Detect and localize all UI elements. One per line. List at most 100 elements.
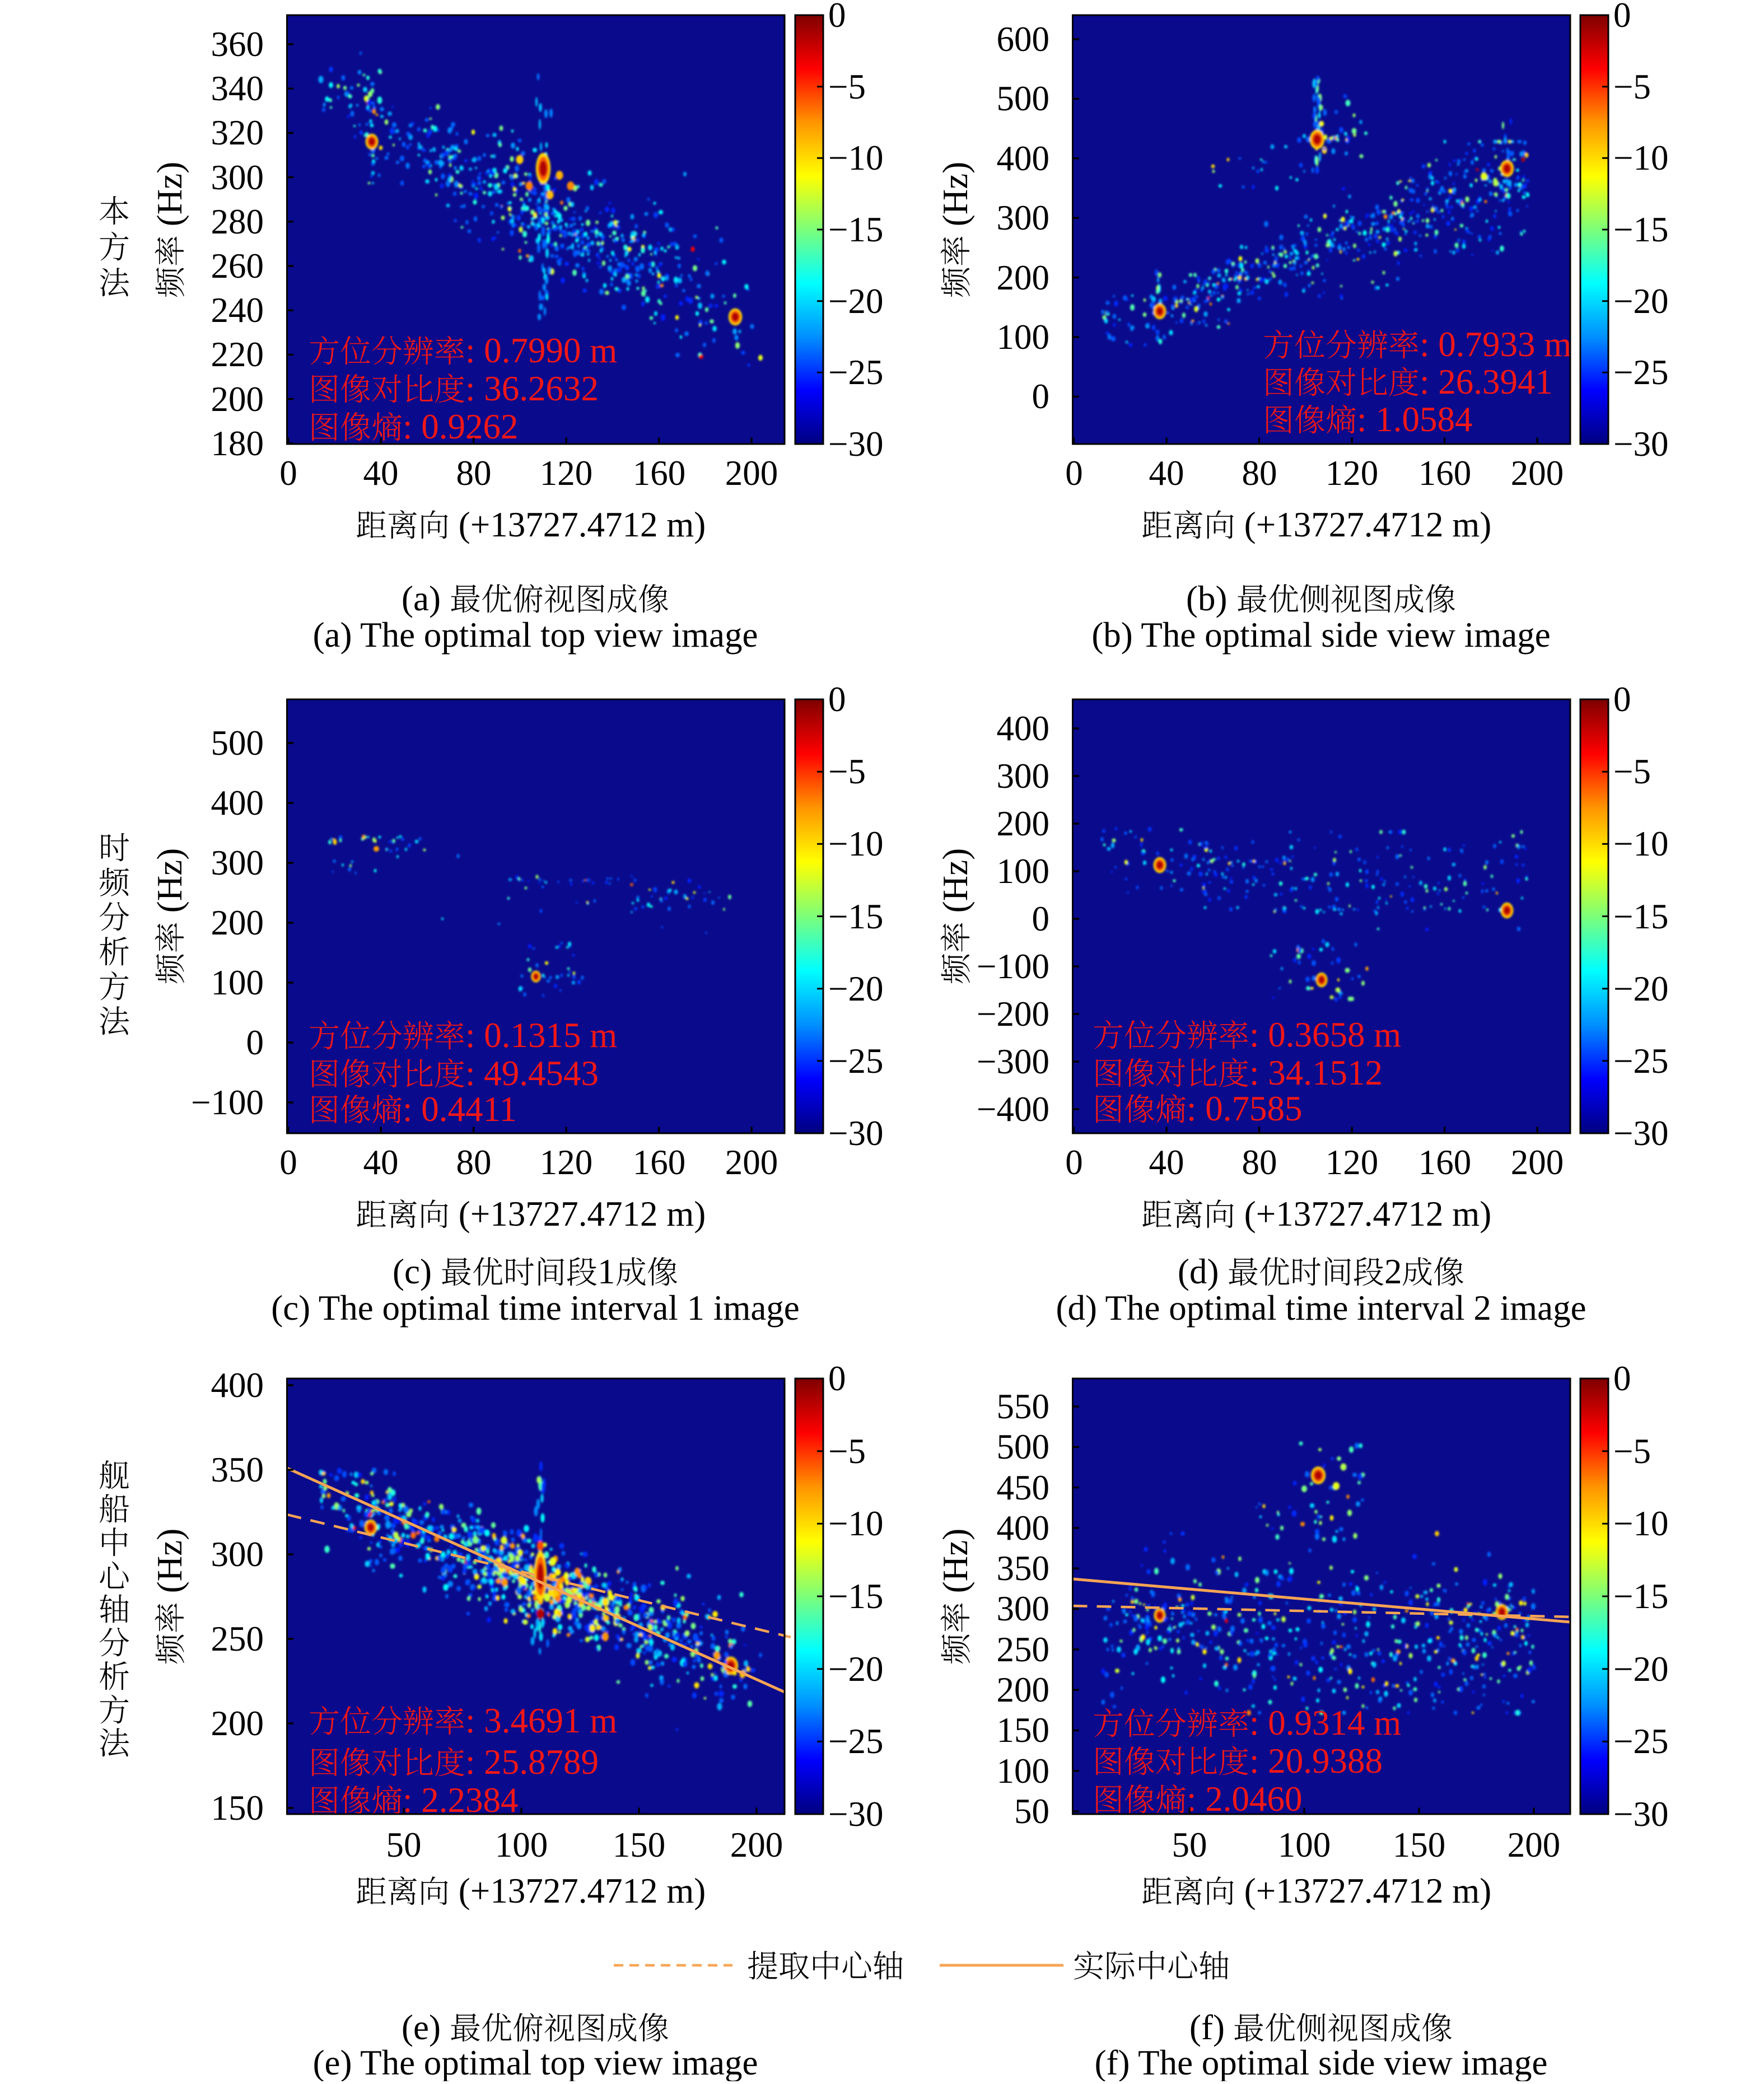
svg-text:−20: −20 <box>1613 1650 1669 1689</box>
svg-text:300: 300 <box>211 158 264 197</box>
svg-text:−15: −15 <box>1613 897 1669 936</box>
svg-text:−200: −200 <box>977 994 1049 1034</box>
svg-text:−5: −5 <box>828 1432 866 1471</box>
svg-text:(e): (e) <box>402 2008 441 2047</box>
svg-text:(Hz): (Hz) <box>936 162 975 235</box>
svg-text:0: 0 <box>279 454 297 493</box>
svg-text:: 0.1315 m: : 0.1315 m <box>465 1016 617 1055</box>
svg-text:280: 280 <box>211 202 264 241</box>
svg-text:250: 250 <box>211 1619 264 1658</box>
svg-text:240: 240 <box>211 291 264 330</box>
svg-text:−100: −100 <box>977 947 1049 986</box>
svg-text:−300: −300 <box>977 1042 1049 1081</box>
svg-text:0: 0 <box>1065 1143 1083 1182</box>
svg-text:−25: −25 <box>828 353 884 392</box>
svg-text:: 34.1512: : 34.1512 <box>1249 1053 1383 1092</box>
svg-text:(Hz): (Hz) <box>150 848 189 922</box>
svg-text:120: 120 <box>1326 1143 1379 1182</box>
svg-text:160: 160 <box>1418 1143 1472 1182</box>
svg-text:(Hz): (Hz) <box>936 848 975 922</box>
svg-text:−15: −15 <box>1613 210 1669 249</box>
svg-text:400: 400 <box>211 783 264 823</box>
svg-text:40: 40 <box>363 454 399 493</box>
svg-text:(f): (f) <box>1189 2008 1225 2047</box>
svg-text:(+13727.4712 m): (+13727.4712 m) <box>450 505 706 544</box>
svg-text:: 25.8789: : 25.8789 <box>465 1742 599 1782</box>
svg-text:: 0.9314 m: : 0.9314 m <box>1249 1703 1401 1742</box>
svg-text:200: 200 <box>730 1825 783 1865</box>
svg-text:−20: −20 <box>1613 969 1669 1008</box>
svg-text:−10: −10 <box>1613 824 1669 863</box>
svg-text:−5: −5 <box>1613 67 1651 106</box>
svg-text:: 0.9262: : 0.9262 <box>403 407 519 446</box>
svg-text:300: 300 <box>211 843 264 882</box>
svg-text:200: 200 <box>997 258 1050 297</box>
svg-text:500: 500 <box>997 79 1050 118</box>
svg-text:40: 40 <box>1149 1143 1184 1182</box>
svg-text:(+13727.4712 m): (+13727.4712 m) <box>1235 505 1491 544</box>
svg-text:0: 0 <box>828 1359 846 1398</box>
svg-text:: 2.0460: : 2.0460 <box>1187 1779 1303 1819</box>
svg-text:: 49.4543: : 49.4543 <box>465 1054 599 1093</box>
svg-text:0: 0 <box>246 1023 264 1062</box>
svg-text:−5: −5 <box>828 752 866 791</box>
svg-text:180: 180 <box>211 424 264 463</box>
svg-text:100: 100 <box>211 963 264 1002</box>
svg-text:: 1.0584: : 1.0584 <box>1357 400 1473 439</box>
svg-text:200: 200 <box>997 1670 1050 1709</box>
svg-text:−30: −30 <box>1613 424 1669 464</box>
svg-text:600: 600 <box>997 20 1050 59</box>
svg-text:(Hz): (Hz) <box>150 162 189 235</box>
svg-text:200: 200 <box>725 1143 778 1182</box>
svg-text:100: 100 <box>495 1825 548 1865</box>
svg-text:300: 300 <box>997 756 1050 796</box>
svg-text:1: 1 <box>598 1252 615 1291</box>
svg-text:160: 160 <box>633 454 686 493</box>
svg-text:(f) The optimal side view imag: (f) The optimal side view image <box>1095 2043 1548 2081</box>
svg-text:400: 400 <box>211 1366 264 1405</box>
svg-text:80: 80 <box>456 454 492 493</box>
svg-text:400: 400 <box>997 1508 1050 1548</box>
svg-text:150: 150 <box>211 1788 264 1828</box>
svg-text:450: 450 <box>997 1468 1050 1507</box>
svg-text:−10: −10 <box>1613 138 1669 177</box>
svg-text:−25: −25 <box>1613 353 1669 392</box>
svg-text:: 26.3941: : 26.3941 <box>1420 362 1553 401</box>
svg-text:−10: −10 <box>1613 1504 1669 1543</box>
svg-text:160: 160 <box>633 1143 686 1182</box>
svg-text:: 36.2632: : 36.2632 <box>465 369 599 408</box>
svg-text:−30: −30 <box>1613 1114 1669 1153</box>
svg-text:(+13727.4712 m): (+13727.4712 m) <box>450 1871 706 1910</box>
svg-text:300: 300 <box>997 1589 1050 1628</box>
svg-text:200: 200 <box>1511 454 1564 493</box>
svg-text:0: 0 <box>1613 0 1631 35</box>
svg-text:150: 150 <box>613 1825 666 1865</box>
svg-text:260: 260 <box>211 246 264 286</box>
svg-text:: 0.7933 m: : 0.7933 m <box>1420 325 1571 364</box>
svg-text:−25: −25 <box>828 1041 884 1081</box>
svg-text:350: 350 <box>211 1450 264 1489</box>
svg-text:200: 200 <box>997 804 1050 843</box>
svg-text:320: 320 <box>211 113 264 152</box>
svg-text:200: 200 <box>211 1704 264 1743</box>
svg-text:50: 50 <box>386 1825 422 1865</box>
svg-text:−25: −25 <box>1613 1041 1669 1081</box>
svg-text:−30: −30 <box>828 1114 884 1153</box>
svg-text:100: 100 <box>997 317 1050 357</box>
svg-text:120: 120 <box>540 454 593 493</box>
svg-text:0: 0 <box>1613 1359 1631 1398</box>
svg-text:150: 150 <box>997 1711 1050 1750</box>
svg-text:500: 500 <box>997 1427 1050 1466</box>
svg-text:−5: −5 <box>1613 1432 1651 1471</box>
svg-text:: 0.7990 m: : 0.7990 m <box>465 331 617 370</box>
svg-text:−15: −15 <box>1613 1577 1669 1616</box>
svg-text:: 3.4691 m: : 3.4691 m <box>465 1701 617 1740</box>
svg-text:(a): (a) <box>402 579 441 618</box>
svg-text:−5: −5 <box>1613 752 1651 791</box>
svg-text:−15: −15 <box>828 1577 884 1616</box>
svg-text:200: 200 <box>1511 1143 1564 1182</box>
svg-text:100: 100 <box>1278 1825 1331 1865</box>
svg-text:40: 40 <box>363 1143 399 1182</box>
svg-text:200: 200 <box>1508 1825 1561 1865</box>
svg-text:150: 150 <box>1393 1825 1446 1865</box>
